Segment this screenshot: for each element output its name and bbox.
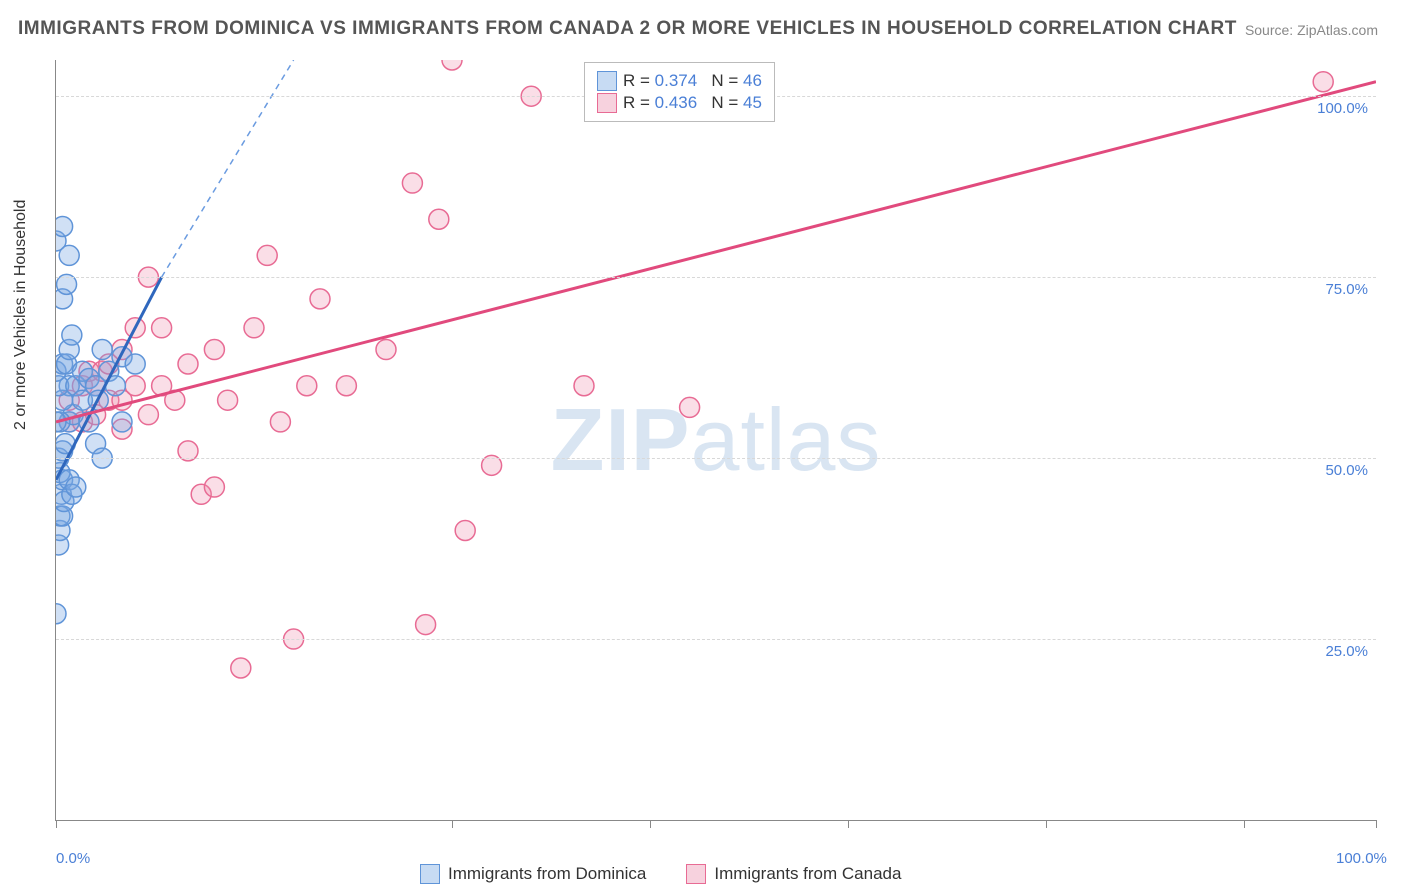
y-axis-label: 2 or more Vehicles in Household bbox=[12, 200, 30, 430]
legend-item-dominica: Immigrants from Dominica bbox=[420, 864, 646, 884]
legend-swatch-canada bbox=[686, 864, 706, 884]
source-label: Source: ZipAtlas.com bbox=[1245, 22, 1378, 38]
legend-swatch-dominica bbox=[420, 864, 440, 884]
legend-item-canada: Immigrants from Canada bbox=[686, 864, 901, 884]
legend-label-dominica: Immigrants from Dominica bbox=[448, 864, 646, 884]
bottom-legend: Immigrants from Dominica Immigrants from… bbox=[420, 864, 901, 884]
legend-label-canada: Immigrants from Canada bbox=[714, 864, 901, 884]
chart-title: IMMIGRANTS FROM DOMINICA VS IMMIGRANTS F… bbox=[18, 18, 1237, 40]
scatter-svg bbox=[56, 60, 1376, 820]
plot-area: ZIPatlas 25.0%50.0%75.0%100.0%0.0%100.0%… bbox=[55, 60, 1376, 821]
chart-container: IMMIGRANTS FROM DOMINICA VS IMMIGRANTS F… bbox=[0, 0, 1406, 892]
correlation-legend: R = 0.374 N = 46R = 0.436 N = 45 bbox=[584, 62, 775, 122]
